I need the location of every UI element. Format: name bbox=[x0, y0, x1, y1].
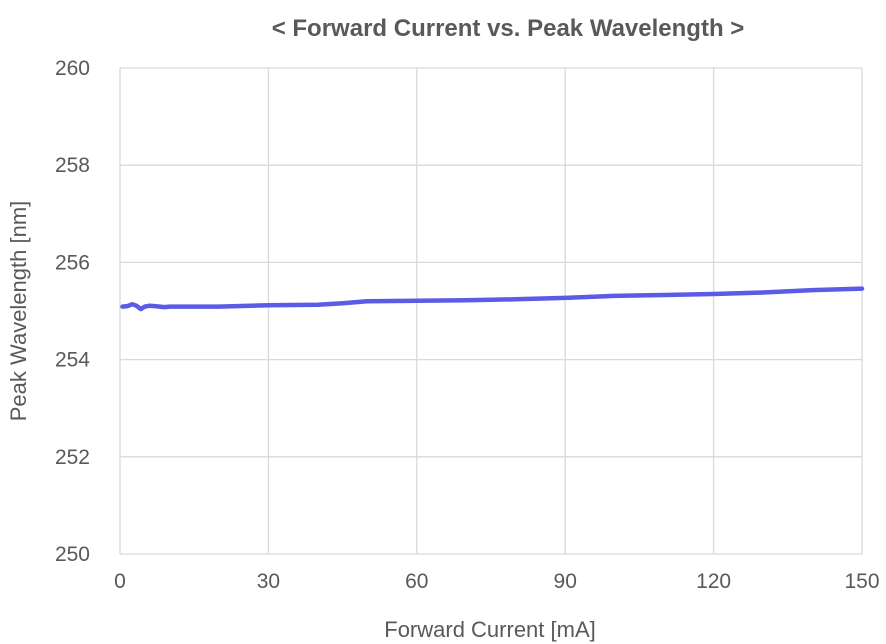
x-tick-label: 60 bbox=[405, 570, 428, 593]
series-line bbox=[120, 286, 865, 312]
chart-title: < Forward Current vs. Peak Wavelength > bbox=[272, 15, 745, 42]
gridlines bbox=[119, 67, 863, 555]
y-tick-label: 260 bbox=[55, 57, 90, 80]
x-tick-label: 150 bbox=[844, 570, 879, 593]
y-tick-label: 252 bbox=[55, 446, 90, 469]
y-tick-label: 258 bbox=[55, 154, 90, 177]
x-tick-label: 120 bbox=[696, 570, 731, 593]
x-tick-label: 90 bbox=[554, 570, 577, 593]
series-layer bbox=[120, 286, 865, 312]
y-tick-label: 254 bbox=[55, 349, 90, 372]
y-axis-ticks: 250 252 254 256 258 260 bbox=[55, 57, 90, 566]
x-axis-label: Forward Current [mA] bbox=[384, 617, 596, 642]
y-tick-label: 256 bbox=[55, 251, 90, 274]
x-axis-ticks: 0 30 60 90 120 150 bbox=[114, 570, 879, 593]
y-tick-label: 250 bbox=[55, 543, 90, 566]
y-axis-label: Peak Wavelength [nm] bbox=[6, 201, 31, 422]
x-tick-label: 0 bbox=[114, 570, 126, 593]
x-tick-label: 30 bbox=[257, 570, 280, 593]
